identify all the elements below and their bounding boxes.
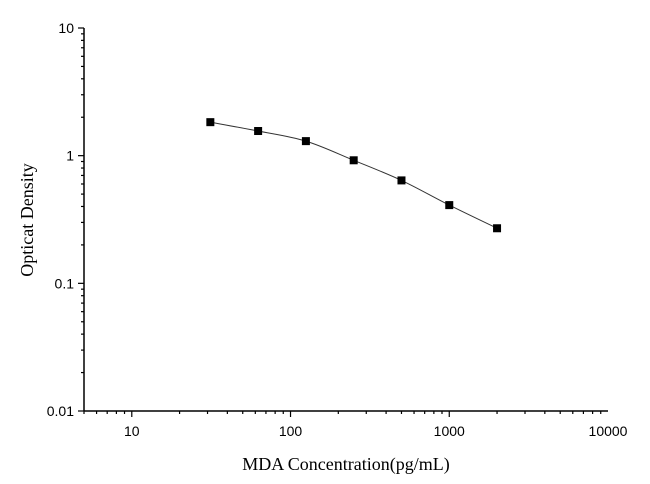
axes (78, 27, 608, 417)
data-point (349, 156, 358, 165)
fit-curve (210, 121, 498, 229)
x-tick-label: 1000 (434, 423, 465, 439)
y-tick-label: 0.1 (55, 275, 75, 291)
y-tick-label: 10 (58, 20, 74, 36)
data-point (301, 137, 310, 146)
data-point (206, 118, 215, 127)
x-tick-label: 100 (279, 423, 303, 439)
data-point (397, 176, 406, 185)
data-point (254, 127, 263, 136)
x-axis-title: MDA Concentration(pg/mL) (242, 454, 449, 475)
data-point (445, 201, 454, 210)
y-tick-label: 0.01 (47, 403, 74, 419)
y-axis-title: Opticat Density (17, 163, 37, 276)
data-point (493, 224, 502, 233)
x-tick-label: 10 (124, 423, 140, 439)
x-tick-labels: 10 100 1000 10000 (124, 423, 628, 439)
y-tick-label: 1 (66, 148, 74, 164)
series (206, 118, 502, 233)
y-tick-labels: 0.01 0.1 1 10 (47, 20, 74, 419)
x-tick-label: 10000 (589, 423, 628, 439)
